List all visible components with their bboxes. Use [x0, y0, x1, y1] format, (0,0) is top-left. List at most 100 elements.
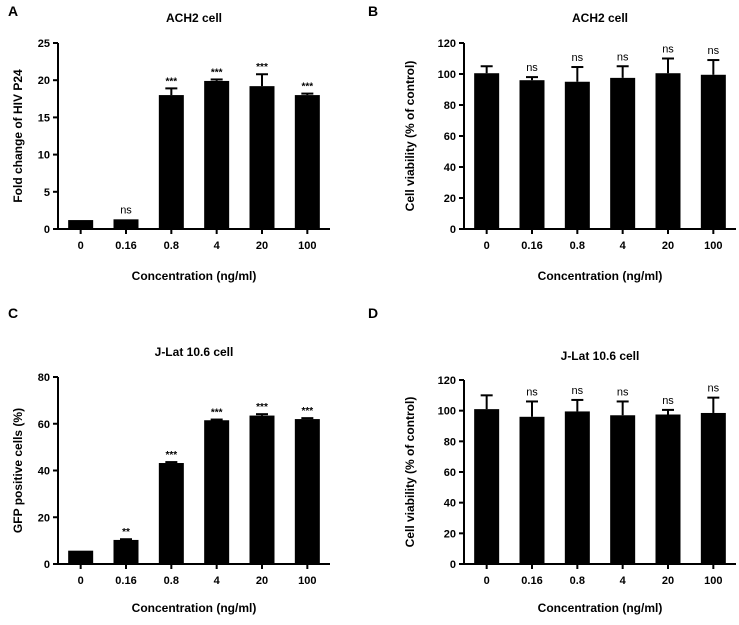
y-tick-label: 10 — [38, 150, 50, 162]
x-tick-label: 4 — [620, 240, 627, 252]
y-tick-label: 100 — [438, 69, 456, 81]
y-tick-label: 80 — [444, 436, 456, 448]
significance-label: ns — [617, 386, 629, 398]
x-tick-label: 4 — [214, 575, 221, 587]
bar — [610, 415, 636, 564]
y-tick-label: 0 — [450, 559, 456, 571]
x-tick-label: 0 — [78, 575, 84, 587]
panel-letter: B — [368, 3, 378, 19]
significance-label: ns — [572, 52, 584, 64]
x-axis-label: Concentration (ng/ml) — [538, 601, 663, 615]
chart-panel-d: D J-Lat 10.6 cell 0 20 40 60 80 100 120 0 0.16 ns 0.… — [368, 305, 736, 615]
significance-label: *** — [211, 408, 223, 419]
bar — [68, 550, 94, 564]
x-tick-label: 0.8 — [164, 575, 179, 587]
bar — [564, 411, 590, 564]
panel-letter: D — [368, 305, 378, 321]
y-tick-label: 80 — [444, 100, 456, 112]
chart-title: ACH2 cell — [572, 11, 628, 25]
x-tick-label: 20 — [662, 240, 674, 252]
y-tick-label: 20 — [444, 528, 456, 540]
x-tick-label: 0 — [78, 240, 84, 252]
x-tick-label: 100 — [704, 240, 722, 252]
significance-label: ns — [120, 204, 132, 216]
significance-label: ** — [122, 527, 130, 538]
x-tick-label: 0.8 — [570, 575, 585, 587]
y-axis-label: Fold change of HIV P24 — [11, 69, 25, 203]
x-tick-label: 0.8 — [570, 240, 585, 252]
bar — [249, 415, 275, 564]
y-tick-label: 25 — [38, 38, 50, 50]
y-tick-label: 0 — [44, 224, 50, 236]
panel-letter: C — [8, 305, 18, 321]
y-tick-label: 0 — [44, 559, 50, 571]
x-tick-label: 0.16 — [521, 240, 542, 252]
x-tick-label: 0.16 — [115, 575, 136, 587]
x-axis-label: Concentration (ng/ml) — [538, 269, 663, 283]
y-tick-label: 100 — [438, 406, 456, 418]
significance-label: ns — [662, 395, 674, 407]
y-tick-label: 40 — [444, 498, 456, 510]
y-tick-label: 20 — [38, 512, 50, 524]
significance-label: ns — [526, 62, 538, 74]
bar — [204, 80, 230, 229]
y-tick-label: 20 — [444, 193, 456, 205]
y-tick-label: 60 — [444, 467, 456, 479]
bar — [700, 412, 726, 564]
bar — [474, 409, 500, 564]
y-tick-label: 40 — [444, 162, 456, 174]
bar — [474, 73, 500, 229]
x-axis-label: Concentration (ng/ml) — [132, 269, 257, 283]
bar — [519, 416, 545, 564]
x-tick-label: 4 — [620, 575, 627, 587]
x-tick-label: 20 — [256, 575, 268, 587]
bar — [610, 77, 636, 229]
bar — [519, 80, 545, 229]
significance-label: ns — [708, 383, 720, 395]
y-axis-label: Cell viability (% of control) — [403, 61, 417, 212]
bar — [113, 539, 139, 564]
significance-label: ns — [708, 45, 720, 57]
y-tick-label: 60 — [38, 419, 50, 431]
significance-label: *** — [301, 82, 313, 93]
chart-panel-c: C J-Lat 10.6 cell 0 20 40 60 80 0 0.16 ** 0.8 *** 4 *… — [8, 305, 330, 615]
bar — [249, 86, 275, 229]
significance-label: ns — [526, 386, 538, 398]
y-axis-label: GFP positive cells (%) — [11, 408, 25, 533]
bar — [564, 81, 590, 229]
x-tick-label: 20 — [662, 575, 674, 587]
chart-panel-a: A ACH2 cell 0 5 10 15 20 25 0 0.16 ns 0.8 *** 4 *** 20 *… — [8, 3, 330, 283]
y-tick-label: 40 — [38, 466, 50, 478]
bar — [294, 95, 320, 229]
bar — [158, 463, 184, 564]
bar — [158, 95, 184, 229]
significance-label: ns — [572, 385, 584, 397]
x-tick-label: 0 — [484, 240, 490, 252]
y-tick-label: 60 — [444, 131, 456, 143]
y-tick-label: 120 — [438, 375, 456, 387]
x-tick-label: 4 — [214, 240, 221, 252]
x-axis-label: Concentration (ng/ml) — [132, 601, 257, 615]
significance-label: *** — [301, 406, 313, 417]
bar — [113, 219, 139, 229]
y-tick-label: 0 — [450, 224, 456, 236]
bar — [655, 73, 681, 229]
bar — [294, 419, 320, 564]
chart-title: J-Lat 10.6 cell — [561, 349, 640, 363]
significance-label: ns — [617, 51, 629, 63]
significance-label: *** — [256, 402, 268, 413]
x-tick-label: 0.16 — [521, 575, 542, 587]
bar — [204, 420, 230, 564]
y-tick-label: 5 — [44, 187, 50, 199]
chart-title: J-Lat 10.6 cell — [155, 345, 234, 359]
significance-label: *** — [165, 76, 177, 87]
x-tick-label: 0.8 — [164, 240, 179, 252]
significance-label: *** — [165, 450, 177, 461]
significance-label: ns — [662, 44, 674, 56]
x-tick-label: 100 — [298, 240, 316, 252]
significance-label: *** — [211, 67, 223, 78]
y-tick-label: 80 — [38, 372, 50, 384]
bar — [700, 74, 726, 230]
x-tick-label: 0 — [484, 575, 490, 587]
